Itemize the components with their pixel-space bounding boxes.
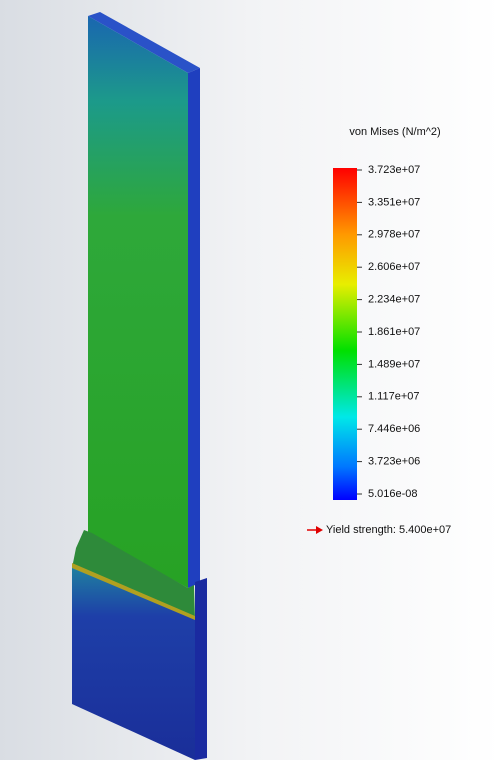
legend-label: 3.723e+06 (368, 456, 420, 468)
legend-label: 5.016e-08 (368, 488, 418, 500)
legend-label: 1.117e+07 (368, 391, 420, 403)
side-face (188, 68, 200, 588)
legend-title: von Mises (N/m^2) (349, 126, 440, 138)
legend-label: 2.978e+07 (368, 229, 420, 241)
color-bar (333, 168, 357, 500)
legend-label: 2.606e+07 (368, 261, 420, 273)
legend-label: 2.234e+07 (368, 294, 420, 306)
page: von Mises (N/m^2) 3.723e+07 3.351e+07 2.97… (0, 0, 501, 760)
viewport: von Mises (N/m^2) 3.723e+07 3.351e+07 2.97… (0, 0, 501, 760)
front-face (88, 16, 188, 588)
grip-side (195, 578, 207, 760)
legend-label: 1.861e+07 (368, 326, 420, 338)
yield-label: Yield strength: 5.400e+07 (326, 524, 451, 536)
specimen (72, 12, 207, 760)
legend-label: 1.489e+07 (368, 358, 420, 370)
legend-label: 3.723e+07 (368, 164, 420, 176)
legend-label: 3.351e+07 (368, 196, 420, 208)
legend-label: 7.446e+06 (368, 423, 420, 435)
